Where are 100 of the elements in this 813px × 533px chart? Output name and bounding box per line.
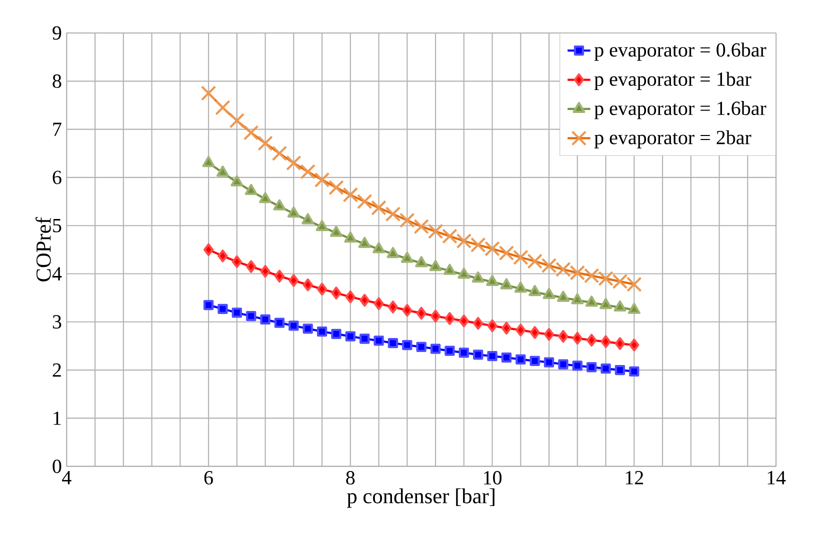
point xyxy=(614,300,626,312)
point xyxy=(273,199,286,210)
point xyxy=(444,312,455,325)
point xyxy=(316,282,328,296)
point xyxy=(246,311,256,322)
point xyxy=(571,293,584,304)
point xyxy=(218,250,228,262)
point xyxy=(416,342,426,352)
point xyxy=(260,264,270,278)
y-tick-label: 3 xyxy=(52,315,62,329)
point xyxy=(501,352,512,363)
point xyxy=(628,302,640,314)
y-tick-label: 8 xyxy=(52,74,62,88)
point xyxy=(259,192,272,204)
point xyxy=(600,298,612,310)
point xyxy=(530,326,540,339)
x-tick-label: 10 xyxy=(484,471,502,485)
point xyxy=(358,236,371,248)
point xyxy=(501,322,512,335)
y-axis-title: COPref xyxy=(36,217,51,282)
legend-label: p evaporator = 1.6bar xyxy=(594,101,766,120)
point xyxy=(230,175,244,186)
point xyxy=(415,256,428,268)
point xyxy=(203,300,214,310)
point xyxy=(360,334,370,344)
point xyxy=(287,206,300,218)
point xyxy=(345,331,356,342)
y-tick-label: 0 xyxy=(52,460,62,474)
point xyxy=(302,324,313,334)
y-tick-label: 6 xyxy=(52,170,62,184)
y-tick-label: 2 xyxy=(52,363,61,377)
point xyxy=(374,297,384,310)
point xyxy=(473,316,484,330)
point xyxy=(458,268,470,279)
point xyxy=(473,350,484,360)
legend-label: p evaporator = 2bar xyxy=(594,130,752,148)
point xyxy=(302,278,313,292)
point xyxy=(416,306,426,320)
point xyxy=(400,252,414,263)
point xyxy=(487,351,498,362)
point xyxy=(556,290,570,302)
y-tick-label: 4 xyxy=(52,267,62,280)
point xyxy=(572,360,582,371)
point xyxy=(586,362,597,372)
point xyxy=(458,314,469,328)
point xyxy=(600,335,611,348)
point xyxy=(514,282,527,293)
point xyxy=(558,330,568,343)
x-tick-label: 14 xyxy=(768,471,786,484)
point xyxy=(516,324,526,336)
x-tick-label: 8 xyxy=(346,471,355,485)
point xyxy=(544,357,554,368)
y-tick-label: 1 xyxy=(54,412,61,425)
point xyxy=(629,366,640,377)
point xyxy=(288,320,299,331)
point xyxy=(386,246,400,258)
point xyxy=(487,319,498,332)
point xyxy=(232,308,242,318)
point xyxy=(274,318,285,328)
x-tick-label: 4 xyxy=(62,471,72,484)
point xyxy=(458,348,469,358)
point xyxy=(444,346,455,356)
point xyxy=(430,344,441,354)
point xyxy=(472,271,484,283)
point xyxy=(614,364,626,376)
point xyxy=(572,332,582,345)
x-tick-label: 12 xyxy=(626,471,644,484)
point xyxy=(260,314,270,325)
point xyxy=(216,166,229,177)
y-tick-label: 9 xyxy=(52,26,62,40)
point xyxy=(331,286,342,300)
point xyxy=(402,340,412,350)
x-tick-label: 6 xyxy=(204,471,213,484)
point xyxy=(246,260,256,273)
point xyxy=(429,260,442,272)
point xyxy=(372,242,386,254)
legend-label: p evaporator = 0.6bar xyxy=(594,42,766,61)
y-tick-label: 5 xyxy=(53,218,62,232)
point xyxy=(614,337,626,350)
point xyxy=(316,326,328,337)
point xyxy=(402,304,412,317)
point xyxy=(629,338,640,352)
point xyxy=(344,232,357,243)
point xyxy=(542,288,556,299)
point xyxy=(374,336,384,346)
point xyxy=(202,156,215,168)
point xyxy=(302,213,314,224)
point xyxy=(528,284,542,296)
point xyxy=(586,334,597,347)
point xyxy=(585,296,598,307)
point xyxy=(558,359,568,370)
legend-label: p evaporator = 1bar xyxy=(594,72,752,90)
point xyxy=(345,290,356,304)
point xyxy=(430,310,441,323)
point xyxy=(388,338,398,348)
point xyxy=(544,328,554,341)
point xyxy=(288,274,299,287)
point xyxy=(443,264,456,275)
point xyxy=(486,274,499,286)
point xyxy=(330,226,342,237)
